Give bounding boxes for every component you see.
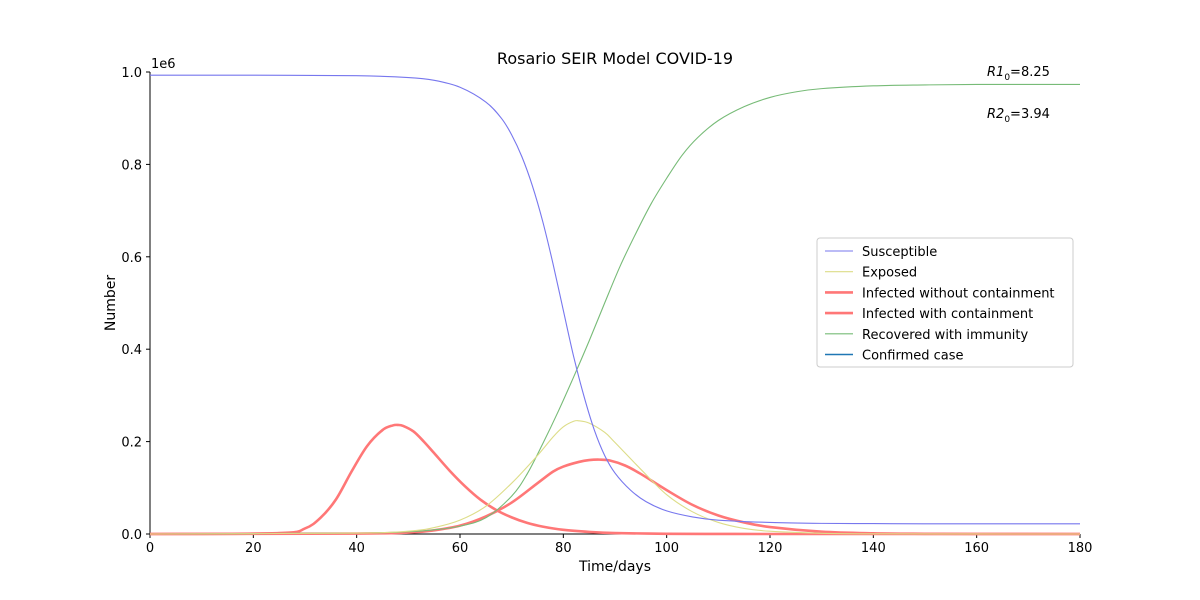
r0-annotation: R20=3.94 [987, 107, 1050, 125]
r0-annotation: R10=8.25 [987, 65, 1050, 83]
annotations: R10=8.25 R20=3.94 [987, 65, 1050, 125]
x-tick-label: 60 [452, 541, 469, 556]
series-line-infected-without-containment [149, 423, 1080, 536]
y-tick-label: 0.8 [121, 158, 142, 173]
legend-label: Infected with containment [862, 307, 1033, 322]
x-tick-label: 100 [654, 541, 679, 556]
x-tick-label: 40 [348, 541, 365, 556]
x-tick-label: 160 [964, 541, 989, 556]
x-tick-label: 0 [146, 541, 154, 556]
y-axis-label: Number [103, 275, 119, 331]
series-line-exposed [149, 419, 1081, 535]
y-ticks: 0.0 0.2 0.4 0.6 0.8 1.0 [121, 66, 150, 543]
legend-label: Confirmed case [862, 349, 964, 364]
legend-label: Susceptible [862, 245, 937, 260]
x-tick-label: 20 [245, 541, 262, 556]
y-offset-label: 1e6 [151, 57, 176, 72]
y-tick-label: 0.6 [121, 251, 142, 266]
series-line-susceptible [149, 74, 1080, 525]
series-line-infected-with-containment [149, 458, 1081, 536]
y-tick-label: 1.0 [121, 66, 142, 81]
y-tick-label: 0.0 [121, 528, 142, 543]
y-tick-label: 0.4 [121, 343, 142, 358]
legend: Susceptible Exposed Infected without conta… [816, 237, 1074, 368]
chart-title: Rosario SEIR Model COVID-19 [497, 49, 733, 68]
series-lines [149, 74, 1081, 536]
x-tick-label: 120 [758, 541, 783, 556]
x-ticks: 0 20 40 60 80 100 120 140 160 180 [146, 534, 1093, 556]
x-axis-label: Time/days [578, 559, 651, 575]
y-tick-label: 0.2 [121, 436, 142, 451]
legend-label: Recovered with immunity [862, 328, 1029, 343]
legend-label: Exposed [862, 266, 917, 281]
legend-label: Infected without containment [862, 286, 1055, 301]
x-tick-label: 140 [861, 541, 886, 556]
x-tick-label: 180 [1068, 541, 1093, 556]
x-tick-label: 80 [555, 541, 572, 556]
series-line-recovered-with-immunity [149, 83, 1080, 535]
legend-frame [816, 237, 1074, 368]
